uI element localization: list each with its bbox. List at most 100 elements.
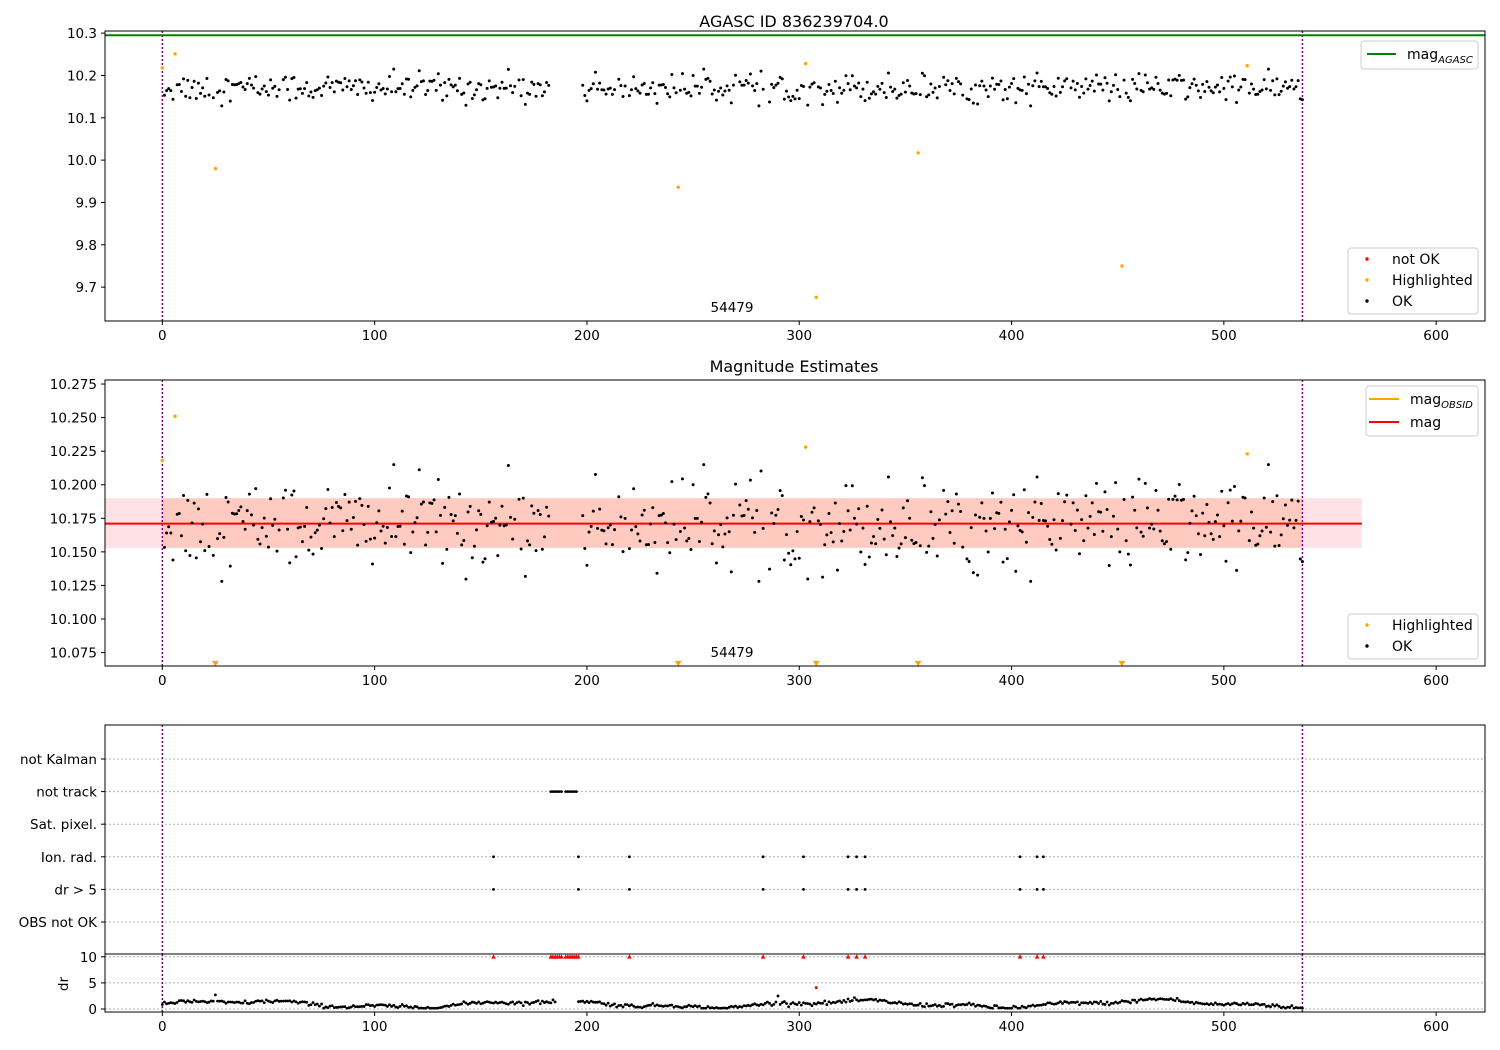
- ok-point: [1052, 84, 1056, 88]
- ok-point: [309, 90, 313, 94]
- ok-point: [734, 73, 738, 77]
- ok-point: [449, 513, 453, 517]
- ok-point: [218, 532, 222, 536]
- ok-point: [770, 511, 774, 515]
- ok-point: [207, 93, 211, 97]
- ok-point: [1033, 500, 1037, 504]
- ok-point: [237, 508, 241, 512]
- ok-point: [1262, 78, 1266, 82]
- dr-point: [422, 1006, 425, 1010]
- dr-point: [797, 1001, 801, 1004]
- dr-point: [262, 1001, 266, 1005]
- ok-point: [271, 523, 275, 527]
- dr-point: [759, 1002, 763, 1006]
- ok-point: [867, 96, 871, 100]
- flag-point: [628, 855, 631, 859]
- dr-point: [608, 1004, 612, 1008]
- out-of-range-marker: [812, 660, 820, 667]
- dr-point: [1112, 1002, 1115, 1005]
- dr-point: [623, 1003, 627, 1006]
- ok-point: [634, 525, 638, 529]
- ok-point: [999, 79, 1003, 83]
- ok-point: [451, 519, 455, 523]
- clipped-dr-marker: [1034, 954, 1040, 959]
- ok-point: [211, 96, 215, 100]
- dr-point: [988, 1006, 992, 1010]
- dr-point: [583, 1001, 587, 1004]
- ok-point: [392, 67, 396, 71]
- ok-point: [184, 549, 188, 553]
- dr-point: [732, 1005, 735, 1009]
- dr-point: [676, 1005, 680, 1009]
- x-tick-label: 400: [999, 673, 1025, 689]
- ok-point: [411, 88, 415, 92]
- dr-point: [702, 1006, 706, 1010]
- dr-point: [789, 1002, 793, 1006]
- dr-point: [197, 1000, 200, 1004]
- ok-point: [785, 533, 789, 537]
- ok-point: [927, 93, 931, 97]
- dr-point: [647, 1003, 650, 1007]
- ok-point: [1177, 73, 1181, 77]
- ok-point: [300, 540, 304, 544]
- ok-point: [632, 487, 636, 491]
- ok-point: [1092, 89, 1096, 93]
- dr-point: [706, 1005, 710, 1008]
- dr-point: [1237, 1003, 1241, 1007]
- dr-point: [621, 1005, 625, 1009]
- ok-point: [256, 537, 260, 541]
- dr-point: [303, 1000, 306, 1004]
- ok-point: [1298, 557, 1302, 561]
- ok-point: [1063, 79, 1067, 83]
- dr-point: [889, 1001, 892, 1005]
- ok-point: [825, 533, 829, 537]
- ok-point: [1226, 79, 1230, 83]
- x-tick-label: 500: [1211, 1019, 1237, 1035]
- ok-point: [1252, 87, 1256, 91]
- ok-point: [906, 79, 910, 83]
- ok-point: [1005, 557, 1009, 561]
- dr-point: [264, 998, 268, 1002]
- dr-point: [1114, 1000, 1117, 1004]
- ok-point: [540, 547, 544, 551]
- ok-point: [778, 75, 782, 79]
- ok-point: [1029, 579, 1033, 583]
- ok-point: [1281, 517, 1285, 521]
- ok-point: [1137, 477, 1141, 481]
- highlighted-point: [1120, 264, 1124, 268]
- dr-point: [850, 999, 854, 1002]
- ok-point: [1088, 514, 1092, 518]
- ok-point: [500, 504, 504, 508]
- dr-point: [509, 1001, 512, 1005]
- dr-point: [971, 1002, 975, 1006]
- ok-point: [687, 90, 691, 94]
- ok-point: [848, 88, 852, 92]
- dr-point: [1222, 1003, 1226, 1007]
- ok-point: [1228, 75, 1232, 79]
- ok-point: [593, 70, 597, 74]
- dr-point: [290, 1000, 294, 1004]
- ok-point: [201, 86, 205, 90]
- dr-point: [1133, 998, 1137, 1002]
- ok-point: [1020, 530, 1024, 534]
- flag-point: [846, 855, 850, 859]
- ok-point: [311, 552, 315, 556]
- dr-point: [704, 1006, 708, 1010]
- ok-point: [780, 77, 784, 81]
- ok-point: [496, 96, 500, 100]
- ok-point: [986, 95, 990, 99]
- dr-point: [600, 1002, 604, 1005]
- dr-point: [857, 999, 861, 1003]
- dr-point: [628, 1004, 631, 1008]
- ok-point: [409, 95, 413, 99]
- ok-point: [1090, 79, 1094, 83]
- ok-point: [249, 83, 253, 87]
- ok-point: [649, 522, 653, 526]
- ok-point: [1211, 91, 1215, 95]
- ok-point: [322, 84, 326, 88]
- ok-point: [861, 87, 865, 91]
- ok-point: [617, 77, 621, 81]
- ok-point: [986, 550, 990, 554]
- dr-point: [1069, 1001, 1073, 1004]
- ok-point: [1220, 489, 1224, 493]
